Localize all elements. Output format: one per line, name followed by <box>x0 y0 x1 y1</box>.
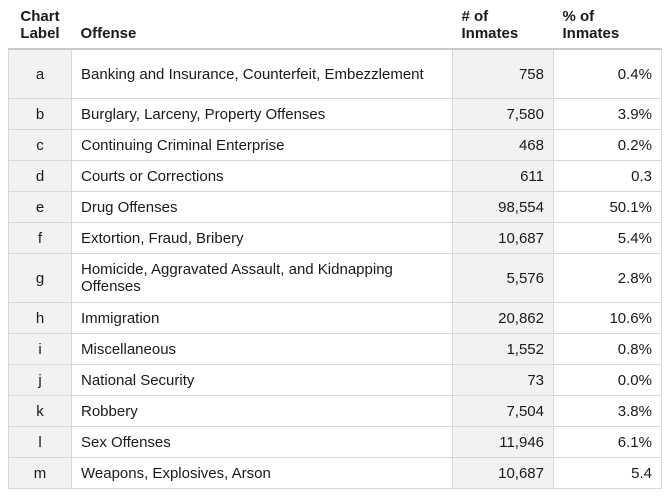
cell-pct-inmates: 5.4% <box>553 222 662 254</box>
cell-pct-inmates: 2.8% <box>553 253 662 303</box>
cell-chart-label: d <box>8 160 72 192</box>
offense-table: Chart Label Offense # of Inmates % of In… <box>8 6 662 489</box>
table-row: k Robbery 7,504 3.8% <box>8 395 662 427</box>
cell-chart-label: l <box>8 426 72 458</box>
cell-num-inmates: 7,504 <box>452 395 554 427</box>
cell-offense: Burglary, Larceny, Property Offenses <box>71 98 453 130</box>
header-offense: Offense <box>71 6 453 50</box>
cell-pct-inmates: 3.8% <box>553 395 662 427</box>
cell-num-inmates: 5,576 <box>452 253 554 303</box>
cell-chart-label: i <box>8 333 72 365</box>
header-chart-label: Chart Label <box>8 6 72 50</box>
cell-offense: Robbery <box>71 395 453 427</box>
cell-offense: Extortion, Fraud, Bribery <box>71 222 453 254</box>
cell-num-inmates: 468 <box>452 129 554 161</box>
cell-offense: National Security <box>71 364 453 396</box>
cell-pct-inmates: 0.3 <box>553 160 662 192</box>
cell-offense: Homicide, Aggravated Assault, and Kidnap… <box>71 253 453 303</box>
table-row: c Continuing Criminal Enterprise 468 0.2… <box>8 129 662 161</box>
table-row: d Courts or Corrections 611 0.3 <box>8 160 662 192</box>
header-pct-line2: Inmates <box>562 25 620 42</box>
cell-offense: Miscellaneous <box>71 333 453 365</box>
table-row: e Drug Offenses 98,554 50.1% <box>8 191 662 223</box>
cell-offense: Continuing Criminal Enterprise <box>71 129 453 161</box>
cell-pct-inmates: 6.1% <box>553 426 662 458</box>
cell-chart-label: a <box>8 48 72 99</box>
cell-num-inmates: 98,554 <box>452 191 554 223</box>
cell-num-inmates: 10,687 <box>452 457 554 489</box>
cell-num-inmates: 10,687 <box>452 222 554 254</box>
cell-offense: Drug Offenses <box>71 191 453 223</box>
table-row: a Banking and Insurance, Counterfeit, Em… <box>8 48 662 99</box>
cell-offense: Courts or Corrections <box>71 160 453 192</box>
cell-pct-inmates: 3.9% <box>553 98 662 130</box>
cell-offense: Weapons, Explosives, Arson <box>71 457 453 489</box>
cell-num-inmates: 758 <box>452 48 554 99</box>
header-pct-line1: % of <box>562 8 595 25</box>
header-chart-label-line1: Chart <box>20 8 60 25</box>
table-row: f Extortion, Fraud, Bribery 10,687 5.4% <box>8 222 662 254</box>
header-num-inmates: # of Inmates <box>452 6 554 50</box>
header-num-line1: # of <box>461 8 489 25</box>
cell-num-inmates: 11,946 <box>452 426 554 458</box>
cell-offense: Immigration <box>71 302 453 334</box>
table-row: m Weapons, Explosives, Arson 10,687 5.4 <box>8 457 662 489</box>
header-chart-label-line2: Label <box>20 25 60 42</box>
table-row: l Sex Offenses 11,946 6.1% <box>8 426 662 458</box>
cell-chart-label: e <box>8 191 72 223</box>
cell-chart-label: b <box>8 98 72 130</box>
cell-chart-label: j <box>8 364 72 396</box>
cell-num-inmates: 20,862 <box>452 302 554 334</box>
cell-pct-inmates: 10.6% <box>553 302 662 334</box>
cell-pct-inmates: 0.0% <box>553 364 662 396</box>
table-row: g Homicide, Aggravated Assault, and Kidn… <box>8 253 662 303</box>
cell-pct-inmates: 50.1% <box>553 191 662 223</box>
table-row: j National Security 73 0.0% <box>8 364 662 396</box>
cell-chart-label: c <box>8 129 72 161</box>
cell-num-inmates: 1,552 <box>452 333 554 365</box>
cell-num-inmates: 611 <box>452 160 554 192</box>
cell-chart-label: m <box>8 457 72 489</box>
table-row: h Immigration 20,862 10.6% <box>8 302 662 334</box>
table-row: b Burglary, Larceny, Property Offenses 7… <box>8 98 662 130</box>
cell-chart-label: f <box>8 222 72 254</box>
header-num-line2: Inmates <box>461 25 519 42</box>
cell-offense: Sex Offenses <box>71 426 453 458</box>
cell-chart-label: h <box>8 302 72 334</box>
cell-pct-inmates: 0.2% <box>553 129 662 161</box>
cell-pct-inmates: 0.4% <box>553 48 662 99</box>
cell-pct-inmates: 5.4 <box>553 457 662 489</box>
cell-num-inmates: 7,580 <box>452 98 554 130</box>
cell-offense: Banking and Insurance, Counterfeit, Embe… <box>71 48 453 99</box>
cell-chart-label: k <box>8 395 72 427</box>
table-row: i Miscellaneous 1,552 0.8% <box>8 333 662 365</box>
cell-pct-inmates: 0.8% <box>553 333 662 365</box>
cell-chart-label: g <box>8 253 72 303</box>
header-row: Chart Label Offense # of Inmates % of In… <box>8 6 662 50</box>
header-pct-inmates: % of Inmates <box>553 6 662 50</box>
cell-num-inmates: 73 <box>452 364 554 396</box>
